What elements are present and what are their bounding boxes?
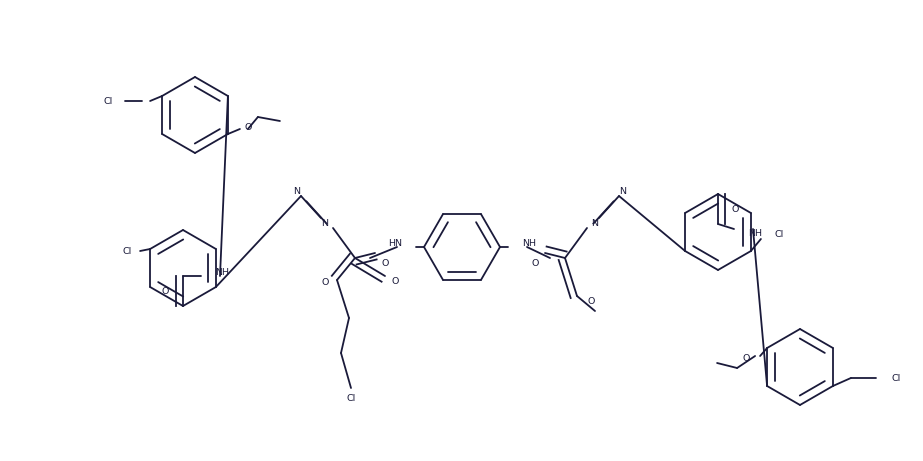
Text: Cl: Cl: [346, 394, 355, 402]
Text: NH: NH: [215, 267, 229, 277]
Text: Cl: Cl: [892, 373, 901, 383]
Text: O: O: [162, 286, 169, 296]
Text: NH: NH: [748, 229, 762, 237]
Text: O: O: [245, 123, 252, 131]
Text: Cl: Cl: [775, 230, 785, 238]
Text: O: O: [587, 296, 594, 306]
Text: O: O: [532, 259, 539, 267]
Text: O: O: [732, 205, 739, 213]
Text: O: O: [391, 277, 399, 285]
Text: N: N: [294, 187, 301, 195]
Text: N: N: [321, 219, 329, 227]
Text: Cl: Cl: [123, 247, 132, 255]
Text: HN: HN: [388, 238, 402, 248]
Text: Cl: Cl: [104, 96, 114, 106]
Text: O: O: [743, 354, 750, 362]
Text: O: O: [381, 259, 389, 267]
Text: NH: NH: [522, 238, 536, 248]
Text: O: O: [321, 278, 329, 286]
Text: N: N: [592, 219, 598, 227]
Text: N: N: [619, 187, 627, 195]
